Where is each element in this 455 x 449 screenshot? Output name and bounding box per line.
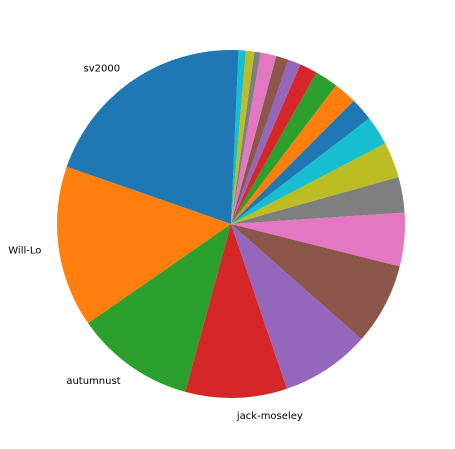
slice-label: autumnust [66,376,120,387]
slice-label: Will-Lo [8,246,41,257]
pie-slices [56,50,405,398]
pie-slice [185,224,287,398]
pie-slice [231,50,239,224]
pie-slice [231,52,277,224]
pie-slice [231,212,405,267]
pie-slice [231,51,261,224]
slice-label: sv2000 [84,64,121,75]
pie-slice [231,72,337,224]
slice-label: jack-moseley [236,411,303,422]
pie-slice [231,50,255,224]
pie-slice [231,100,370,224]
pie-slice [231,224,400,340]
pie-slice [231,64,317,224]
pie-slice [231,50,246,224]
pie-slice [231,143,399,224]
pie-slice [231,85,354,224]
pie-slice [231,176,405,224]
pie-slice [231,59,301,225]
pie-slice [231,55,289,224]
pie-slice [88,224,231,392]
pie-slice [231,224,362,389]
pie-slice [231,118,386,224]
pie-slice [66,50,231,224]
pie-slice [56,166,231,324]
pie-labels: sv2000 Will-Lo autumnust jack-moseley [8,64,303,422]
